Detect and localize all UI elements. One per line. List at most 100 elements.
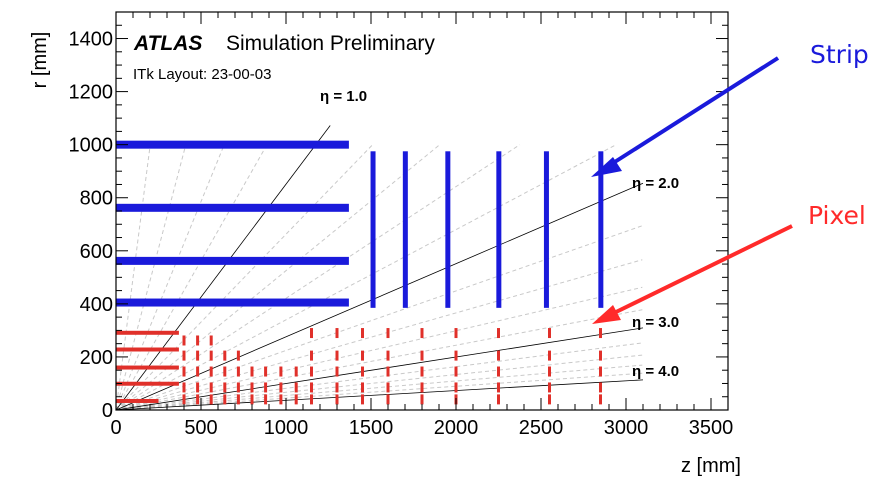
y-tick-label: 800	[80, 188, 113, 210]
pixel-ring-module	[599, 394, 602, 405]
y-tick-label: 200	[80, 347, 113, 369]
eta-grid-line	[115, 144, 441, 411]
eta-reference-lines: η = 1.0 η = 2.0 η = 3.0 η = 4.0	[115, 88, 679, 411]
pixel-ring-module	[196, 350, 200, 361]
pixel-ring-module	[250, 366, 254, 377]
pixel-ring-module	[497, 382, 500, 393]
pixel-ring-module	[223, 394, 227, 405]
y-tick-label: 600	[80, 241, 113, 263]
chart-subtitle: ITk Layout: 23-00-03	[133, 66, 271, 83]
pixel-ring-module	[497, 366, 500, 377]
pixel-ring-module	[548, 394, 551, 405]
y-tick-label: 1200	[69, 82, 114, 104]
y-tick-label: 400	[80, 294, 113, 316]
strip-barrel-layer	[116, 140, 349, 149]
pixel-ring-module	[223, 350, 227, 361]
y-tick-label: 1400	[69, 29, 114, 51]
pixel-ring-module	[264, 366, 268, 377]
pixel-ring-module	[361, 366, 364, 377]
eta-line	[115, 327, 644, 411]
x-tick-label: 2000	[434, 417, 479, 439]
pixel-barrel-layer	[116, 381, 179, 386]
strip-arrow-shaft	[608, 56, 780, 167]
pixel-arrow-head	[592, 305, 621, 324]
x-tick-label: 0	[110, 417, 121, 439]
strip-callout: Strip	[591, 40, 869, 177]
eta-line	[115, 379, 644, 411]
strip-barrel-layer	[116, 256, 349, 265]
pixel-ring-module	[599, 382, 602, 393]
chart-title: Simulation Preliminary	[226, 32, 435, 55]
eta-line	[115, 182, 644, 411]
pixel-ring-module	[236, 382, 240, 393]
pixel-ring-module	[335, 366, 339, 377]
pixel-ring-module	[599, 366, 602, 377]
pixel-barrel-layer	[116, 365, 179, 370]
pixel-ring-module	[548, 328, 551, 339]
pixel-ring-module	[335, 394, 339, 405]
pixel-ring-module	[196, 394, 200, 405]
pixel-ring-module	[196, 335, 200, 346]
eta-grid-line	[115, 372, 643, 411]
x-tick-label: 1500	[349, 417, 394, 439]
pixel-ring-module	[236, 394, 240, 405]
pixel-ring-module	[420, 350, 424, 361]
eta-line	[115, 125, 331, 411]
pixel-ring-module	[236, 350, 240, 361]
pixel-ring-module	[454, 366, 458, 377]
pixel-ring-module	[335, 328, 339, 339]
strip-endcap-disk	[445, 151, 451, 308]
x-tick-label: 1000	[264, 417, 309, 439]
chart-title-bold: ATLAS	[133, 32, 202, 55]
pixel-ring-module	[420, 394, 424, 405]
detector-modules	[116, 140, 604, 405]
pixel-ring-module	[454, 350, 458, 361]
pixel-ring-module	[386, 394, 390, 405]
strip-endcap-disk	[543, 151, 549, 308]
pixel-ring-module	[236, 366, 240, 377]
pixel-ring-module	[182, 335, 186, 346]
pixel-ring-module	[196, 382, 200, 393]
pixel-ring-module	[310, 350, 313, 361]
pixel-ring-module	[335, 350, 339, 361]
y-tick-label: 0	[102, 400, 113, 422]
eta-grid-line	[115, 309, 643, 411]
y-tick-label: 1000	[69, 135, 114, 157]
pixel-ring-module	[294, 382, 298, 393]
pixel-ring-module	[386, 382, 390, 393]
pixel-ring-module	[209, 394, 213, 405]
strip-endcap-disk	[496, 151, 502, 308]
strip-barrel-layer	[116, 203, 349, 212]
strip-barrel-layer	[116, 298, 349, 307]
pixel-barrel-layer	[116, 347, 179, 352]
eta-line-label: η = 2.0	[632, 175, 679, 192]
pixel-ring-module	[209, 382, 213, 393]
strip-endcap-disk	[598, 151, 604, 308]
pixel-ring-module	[279, 382, 283, 393]
pixel-ring-module	[548, 382, 551, 393]
pixel-ring-module	[599, 328, 602, 339]
pixel-ring-module	[497, 394, 500, 405]
pixel-ring-module	[454, 328, 458, 339]
pixel-ring-module	[454, 382, 458, 393]
eta-grid-line	[115, 144, 373, 411]
pixel-ring-module	[279, 366, 283, 377]
pixel-ring-module	[182, 382, 186, 393]
pixel-ring-module	[420, 382, 424, 393]
pixel-ring-module	[279, 394, 283, 405]
axis-ticks: 0 500 1000 1500 2000 2500 3000 3500 0 200 400 600 80…	[69, 12, 733, 439]
x-tick-label: 2500	[519, 417, 564, 439]
pixel-ring-module	[250, 394, 254, 405]
pixel-ring-module	[335, 382, 339, 393]
pixel-ring-module	[209, 350, 213, 361]
pixel-ring-module	[386, 328, 390, 339]
pixel-ring-module	[497, 328, 500, 339]
y-axis-label: r [mm]	[29, 32, 51, 89]
pixel-barrel-layer	[116, 398, 159, 403]
pixel-ring-module	[209, 366, 213, 377]
eta-line-label: η = 4.0	[632, 363, 679, 380]
strip-endcap-disk	[370, 151, 376, 308]
pixel-ring-module	[294, 394, 298, 405]
x-axis-label: z [mm]	[681, 455, 741, 477]
